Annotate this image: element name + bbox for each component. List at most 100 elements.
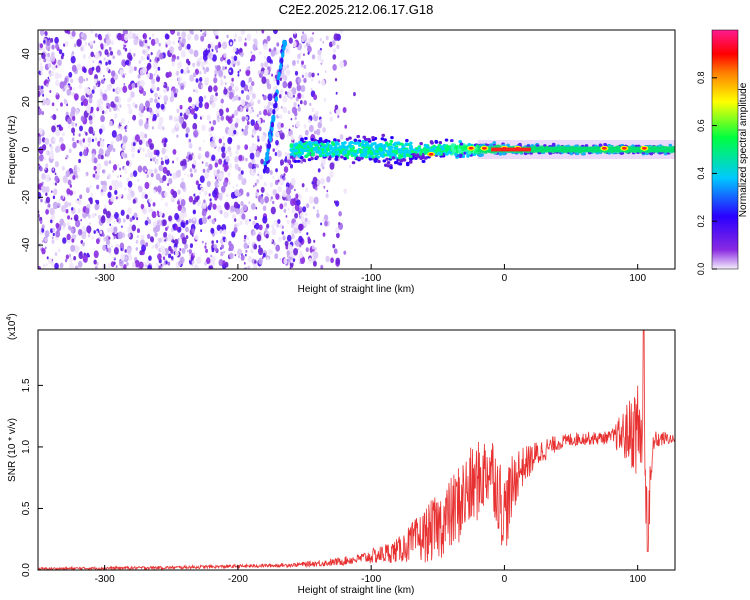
noise-speck [162,83,165,86]
noise-speck [105,235,110,242]
noise-speck [122,135,128,143]
noise-speck [43,58,47,63]
signal-speck [466,154,470,158]
noise-speck [78,158,81,164]
signal-speck [310,137,315,142]
noise-speck [74,234,77,238]
noise-speck [193,168,197,173]
noise-speck [206,168,210,174]
signal-speck [289,144,294,148]
noise-speck [87,234,91,238]
noise-speck [218,138,223,144]
noise-speck [135,247,138,251]
colorbar-tick-label: 0.2 [696,215,706,228]
noise-speck [222,65,226,71]
noise-speck [307,45,312,53]
noise-speck [298,223,303,231]
noise-speck [93,250,99,259]
noise-speck [294,188,296,192]
noise-speck [55,79,60,86]
noise-speck [103,57,106,61]
signal-speck [381,154,385,158]
noise-speck [97,78,100,82]
noise-speck [54,172,57,176]
noise-speck [162,256,166,260]
noise-speck [172,148,177,155]
noise-speck [209,132,212,137]
noise-speck [221,146,226,153]
noise-speck [282,80,288,89]
signal-speck [382,159,387,163]
noise-speck [242,204,248,212]
signal-speck [368,157,373,161]
noise-speck [72,133,75,136]
signal-speck [418,152,423,156]
noise-speck [146,233,151,240]
noise-speck [144,220,149,226]
noise-speck [115,134,121,142]
noise-speck [71,137,75,142]
noise-speck [100,180,104,186]
signal-speck [419,155,423,159]
noise-speck [50,54,56,62]
noise-speck [297,106,301,112]
signal-speck [309,149,314,153]
noise-speck [95,238,100,245]
noise-speck [235,117,240,124]
noise-speck [335,257,341,265]
noise-speck [261,256,264,259]
noise-speck [72,87,75,91]
noise-speck [123,264,127,269]
noise-speck [324,70,327,73]
noise-speck [127,253,133,261]
noise-speck [253,243,258,250]
noise-speck [131,153,135,158]
signal-speck [314,140,319,145]
snr-line-group [38,330,675,570]
noise-speck [104,111,107,115]
noise-speck [287,207,290,211]
noise-speck [115,265,118,268]
signal-speck [402,158,407,162]
noise-speck [222,142,226,147]
noise-speck [279,223,283,229]
noise-speck [93,157,98,164]
noise-speck [337,107,341,113]
noise-speck [104,49,109,56]
signal-speck [454,153,458,157]
noise-speck [218,158,223,165]
noise-speck [191,104,195,109]
noise-speck [277,179,280,183]
signal-speck [369,151,374,156]
noise-speck [298,235,303,243]
noise-speck [309,36,314,43]
signal-speck [387,152,391,157]
noise-speck [255,150,261,158]
noise-speck [314,247,317,251]
noise-speck [113,211,116,214]
noise-speck [45,83,49,88]
noise-speck [297,104,300,108]
noise-speck [127,120,130,124]
noise-speck [272,188,277,196]
noise-speck [311,54,316,60]
spectrogram-y-tick-label: 0 [21,146,32,152]
noise-speck [285,214,288,218]
noise-speck [238,154,243,162]
noise-speck [122,143,126,149]
noise-speck [89,199,93,205]
signal-speck [461,147,465,151]
noise-speck [207,43,211,49]
signal-speck [351,161,356,165]
noise-speck [62,222,66,227]
noise-speck [171,61,176,67]
noise-speck [336,232,340,239]
noise-speck [168,245,172,252]
noise-speck [142,66,148,74]
noise-speck [41,228,45,233]
streak-speck [274,95,279,102]
noise-speck [169,30,176,35]
noise-speck [73,214,79,222]
noise-speck [228,91,234,100]
noise-speck [171,127,176,134]
